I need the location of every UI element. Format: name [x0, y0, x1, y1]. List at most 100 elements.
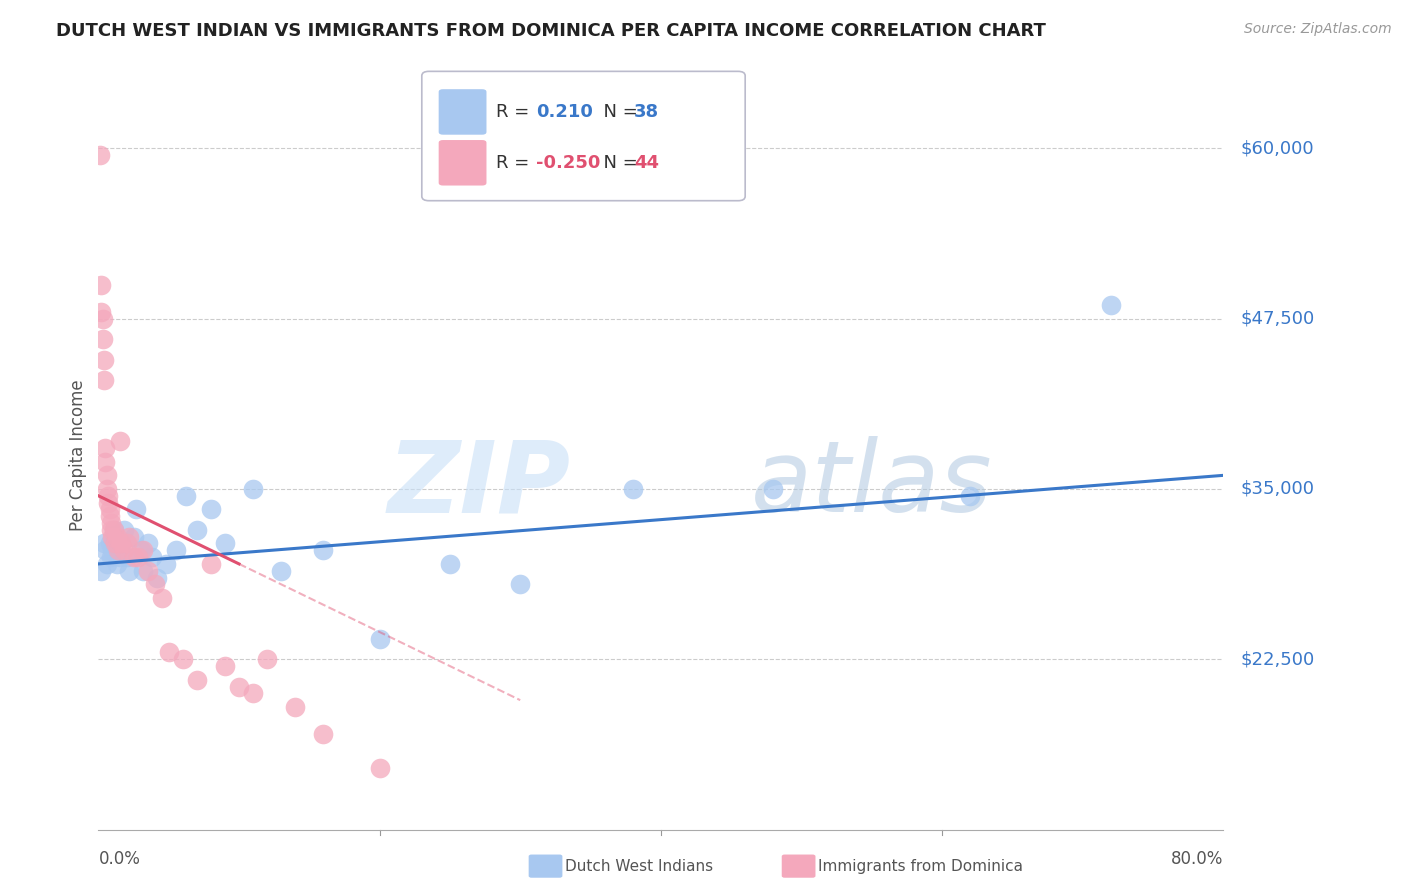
- Text: 0.0%: 0.0%: [98, 850, 141, 868]
- Point: [136, 564, 159, 578]
- Point: [94, 455, 117, 469]
- Point: [105, 557, 128, 571]
- Point: [368, 761, 391, 775]
- Point: [284, 700, 307, 714]
- Text: $35,000: $35,000: [1240, 480, 1315, 498]
- Text: N =: N =: [592, 154, 644, 172]
- Point: [312, 727, 335, 741]
- Point: [101, 543, 124, 558]
- Text: 38: 38: [634, 103, 659, 121]
- Point: [103, 523, 125, 537]
- Point: [439, 557, 461, 571]
- Point: [174, 489, 197, 503]
- Point: [125, 502, 148, 516]
- Point: [96, 557, 118, 571]
- Text: $47,500: $47,500: [1240, 310, 1315, 327]
- Point: [96, 468, 118, 483]
- Point: [214, 659, 236, 673]
- Point: [107, 543, 129, 558]
- Point: [312, 543, 335, 558]
- Point: [270, 564, 292, 578]
- Point: [200, 502, 222, 516]
- Point: [228, 680, 250, 694]
- Point: [98, 509, 121, 524]
- Point: [118, 564, 141, 578]
- Point: [105, 530, 128, 544]
- Point: [172, 652, 194, 666]
- Point: [93, 373, 115, 387]
- Text: R =: R =: [496, 154, 536, 172]
- Point: [157, 645, 180, 659]
- Point: [98, 536, 121, 550]
- Point: [90, 564, 112, 578]
- Point: [242, 482, 264, 496]
- Text: 44: 44: [634, 154, 659, 172]
- Text: 0.210: 0.210: [536, 103, 592, 121]
- Point: [110, 536, 132, 550]
- Point: [101, 530, 124, 544]
- Point: [200, 557, 222, 571]
- Point: [959, 489, 981, 503]
- Point: [621, 482, 644, 496]
- Point: [242, 686, 264, 700]
- Text: Dutch West Indians: Dutch West Indians: [565, 859, 713, 873]
- Point: [97, 489, 120, 503]
- Point: [762, 482, 785, 496]
- Point: [129, 543, 152, 558]
- Point: [91, 311, 114, 326]
- Text: N =: N =: [592, 103, 644, 121]
- Point: [118, 530, 141, 544]
- Point: [136, 536, 159, 550]
- Point: [143, 577, 166, 591]
- Point: [122, 530, 145, 544]
- Text: -0.250: -0.250: [536, 154, 600, 172]
- Point: [103, 523, 125, 537]
- Point: [100, 516, 122, 530]
- Point: [115, 536, 138, 550]
- Point: [89, 148, 111, 162]
- Text: R =: R =: [496, 103, 536, 121]
- Point: [94, 441, 117, 455]
- Point: [155, 557, 177, 571]
- Point: [91, 332, 114, 346]
- Point: [96, 482, 118, 496]
- Point: [115, 550, 138, 565]
- Point: [112, 523, 135, 537]
- Point: [104, 530, 127, 544]
- Point: [104, 536, 127, 550]
- Text: $22,500: $22,500: [1240, 650, 1315, 668]
- Text: 80.0%: 80.0%: [1171, 850, 1223, 868]
- Point: [110, 536, 132, 550]
- Point: [90, 305, 112, 319]
- Point: [98, 502, 121, 516]
- Point: [94, 543, 117, 558]
- Point: [368, 632, 391, 646]
- Point: [100, 550, 122, 565]
- Point: [127, 550, 149, 565]
- Text: $60,000: $60,000: [1240, 139, 1313, 157]
- Point: [186, 673, 208, 687]
- Point: [122, 550, 145, 565]
- Point: [150, 591, 173, 605]
- Text: DUTCH WEST INDIAN VS IMMIGRANTS FROM DOMINICA PER CAPITA INCOME CORRELATION CHAR: DUTCH WEST INDIAN VS IMMIGRANTS FROM DOM…: [56, 22, 1046, 40]
- Point: [93, 352, 115, 367]
- Point: [100, 523, 122, 537]
- Text: ZIP: ZIP: [388, 436, 571, 533]
- Text: Immigrants from Dominica: Immigrants from Dominica: [818, 859, 1024, 873]
- Point: [93, 536, 115, 550]
- Text: Source: ZipAtlas.com: Source: ZipAtlas.com: [1244, 22, 1392, 37]
- Point: [141, 550, 163, 565]
- Point: [108, 434, 131, 449]
- Text: atlas: atlas: [751, 436, 993, 533]
- Point: [132, 543, 155, 558]
- Point: [108, 550, 131, 565]
- Point: [509, 577, 531, 591]
- Point: [112, 543, 135, 558]
- Point: [90, 277, 112, 292]
- Point: [214, 536, 236, 550]
- Point: [256, 652, 278, 666]
- Point: [1099, 298, 1122, 312]
- Point: [97, 495, 120, 509]
- Point: [165, 543, 187, 558]
- Point: [132, 564, 155, 578]
